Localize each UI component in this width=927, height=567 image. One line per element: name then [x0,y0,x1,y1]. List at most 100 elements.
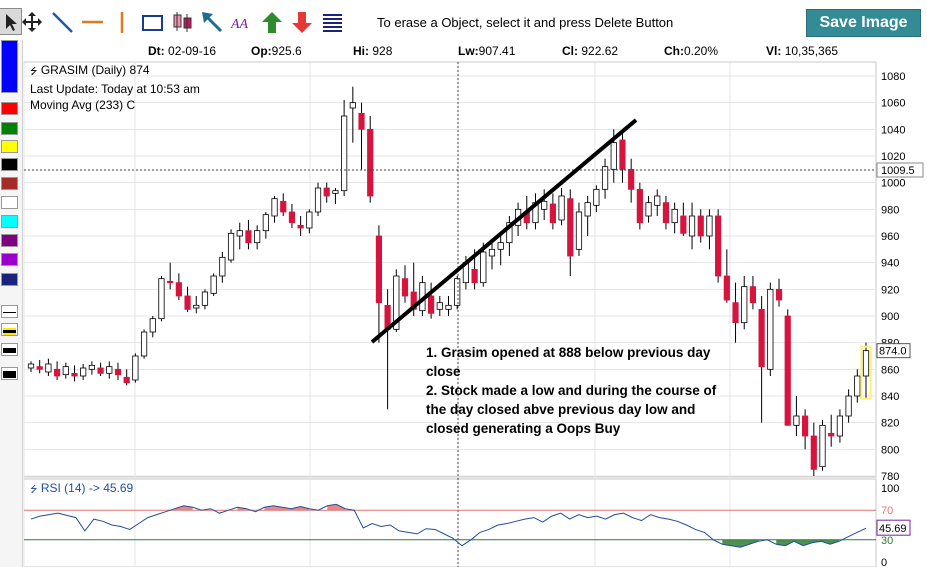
candle-up[interactable] [445,304,452,310]
candle-up[interactable] [793,415,800,426]
move-tool-button[interactable] [18,8,45,35]
candle-up[interactable] [671,208,678,224]
line-style-medium[interactable] [1,343,18,356]
candle-up[interactable] [593,188,600,206]
horizontal-line-tool-button[interactable] [78,8,105,35]
candle-up[interactable] [349,102,356,109]
color-swatch[interactable] [1,158,18,171]
candle-up[interactable] [45,363,52,373]
candle-up[interactable] [480,251,487,284]
trendline-drawing[interactable] [370,118,638,344]
candle-up[interactable] [654,195,661,206]
candle-down[interactable] [358,112,365,130]
candle-up[interactable] [836,415,844,437]
candle-up[interactable] [454,278,461,306]
candle-up[interactable] [601,166,609,190]
candle-down[interactable] [123,376,130,384]
candle-up[interactable] [645,202,652,217]
candle-up[interactable] [201,291,209,306]
vertical-line-tool-button[interactable] [108,8,135,35]
candle-down[interactable] [723,275,730,301]
color-swatch[interactable] [1,40,18,93]
candle-up[interactable] [262,214,269,232]
candle-up[interactable] [210,275,217,294]
candle-down[interactable] [280,200,287,213]
candle-down[interactable] [784,315,791,426]
candle-up[interactable] [140,331,148,357]
candle-down[interactable] [367,128,374,197]
candle-down[interactable] [167,280,174,284]
up-arrow-tool-button[interactable] [258,8,285,35]
candle-up[interactable] [27,363,35,369]
candle-up[interactable] [314,187,322,213]
candle-up[interactable] [193,304,200,309]
candle-highlight-tool-button[interactable] [168,8,195,35]
candle-up[interactable] [393,275,400,330]
down-arrow-tool-button[interactable] [288,8,315,35]
candle-down[interactable] [549,203,556,224]
line-style-highlight[interactable] [1,323,18,336]
candle-up[interactable] [227,232,235,261]
text-tool-button[interactable]: AA [228,8,255,35]
candle-down[interactable] [375,235,383,304]
candle-up[interactable] [332,190,339,194]
candle-up[interactable] [341,115,348,192]
color-swatch[interactable] [1,102,18,115]
candle-up[interactable] [436,302,443,310]
candle-up[interactable] [497,242,504,250]
color-swatch[interactable] [1,253,18,266]
candle-up[interactable] [845,395,852,417]
arrow-tool-button[interactable] [198,8,225,35]
rsi-line[interactable] [30,503,867,548]
line-style-thick[interactable] [1,367,18,380]
candle-down[interactable] [114,368,122,376]
pointer-tool-button[interactable] [0,8,22,35]
candle-down[interactable] [323,187,330,197]
candle-down[interactable] [732,302,739,324]
candle-up[interactable] [767,288,774,370]
candle-down[interactable] [628,168,635,190]
color-swatch[interactable] [1,234,18,247]
color-swatch[interactable] [1,273,18,286]
rectangle-tool-button[interactable] [138,8,165,35]
candle-up[interactable] [488,248,496,257]
candle-up[interactable] [741,286,748,324]
candle-down[interactable] [471,268,478,284]
candle-up[interactable] [80,367,87,377]
candle-up[interactable] [558,195,565,221]
color-swatch[interactable] [1,215,18,228]
candle-down[interactable] [828,432,835,437]
candle-up[interactable] [506,222,513,244]
candle-up[interactable] [688,215,696,237]
candle-up[interactable] [106,366,113,374]
candle-up[interactable] [819,424,826,468]
candle-up[interactable] [236,230,243,237]
candle-up[interactable] [149,318,156,333]
candle-down[interactable] [715,215,722,277]
candle-up[interactable] [610,142,617,170]
candle-down[interactable] [245,230,252,244]
line-style-thin[interactable] [1,305,18,318]
candle-down[interactable] [297,224,304,229]
candle-up[interactable] [158,278,165,320]
candle-down[interactable] [636,188,643,224]
color-swatch[interactable] [1,122,18,135]
candle-up[interactable] [862,350,870,377]
candle-down[interactable] [175,282,182,297]
chart-annotation[interactable]: 1. Grasim opened at 888 below previous d… [426,343,746,438]
fib-lines-tool-button[interactable] [318,8,345,35]
candle-up[interactable] [575,211,583,250]
candle-up[interactable] [254,230,261,244]
candle-down[interactable] [775,288,783,301]
color-swatch[interactable] [1,140,18,153]
candle-up[interactable] [271,198,278,217]
candle-up[interactable] [132,355,139,381]
candle-up[interactable] [854,375,861,397]
candle-up[interactable] [584,202,591,217]
color-swatch[interactable] [1,177,18,190]
candle-up[interactable] [541,200,548,210]
candle-up[interactable] [88,364,95,370]
candle-down[interactable] [53,368,61,377]
candle-down[interactable] [97,367,104,374]
